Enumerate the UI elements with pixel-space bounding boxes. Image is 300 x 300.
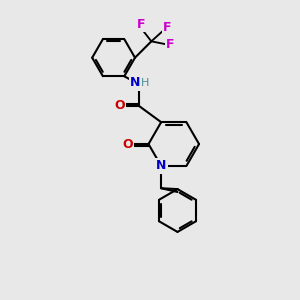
Text: F: F [163,21,171,34]
Text: H: H [141,78,150,88]
Text: O: O [122,138,133,151]
Text: F: F [166,38,174,51]
Text: O: O [114,99,125,112]
Text: F: F [137,18,145,31]
Text: N: N [130,76,140,89]
Text: N: N [156,159,166,172]
